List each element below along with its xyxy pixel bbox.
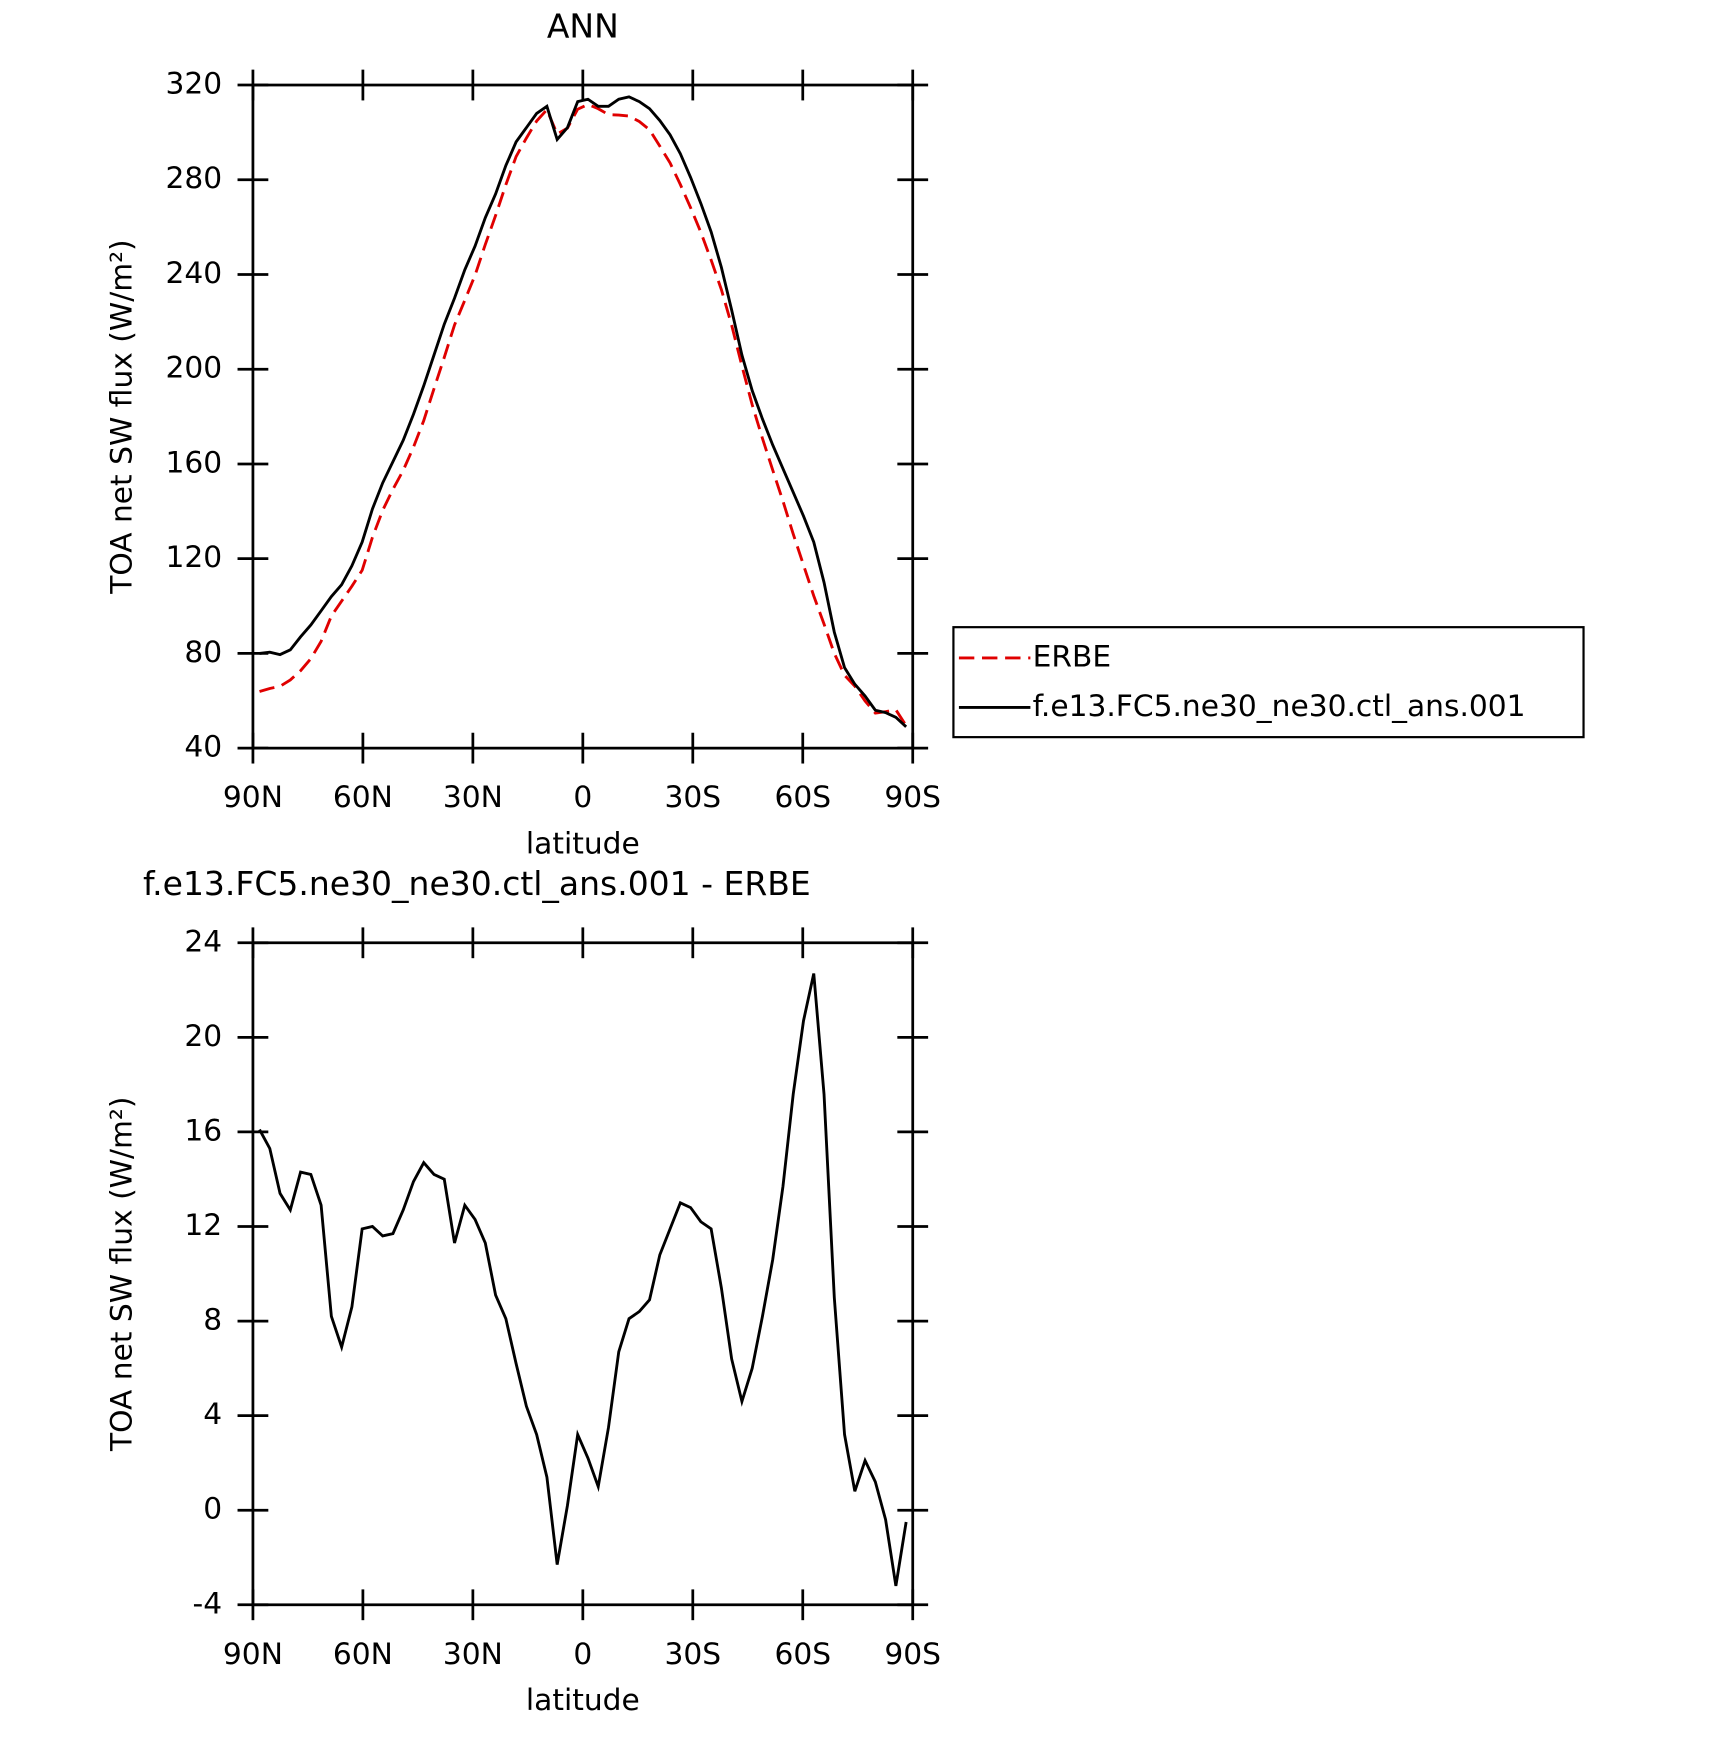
x-tick-label: 90S xyxy=(884,1637,941,1672)
x-tick-label: 0 xyxy=(573,1637,592,1672)
chart-title: f.e13.FC5.ne30_ne30.ctl_ans.001 - ERBE xyxy=(143,864,811,903)
y-tick-label: 4 xyxy=(203,1397,222,1432)
y-tick-label: 200 xyxy=(165,351,222,386)
legend-label: f.e13.FC5.ne30_ne30.ctl_ans.001 xyxy=(1033,689,1526,724)
y-tick-label: 40 xyxy=(184,730,222,765)
data-line xyxy=(259,102,908,727)
x-tick-label: 60S xyxy=(774,780,831,815)
legend-label: ERBE xyxy=(1033,639,1112,674)
x-tick-label: 30N xyxy=(443,1637,503,1672)
legend-box xyxy=(952,626,1585,739)
x-tick-label: 30S xyxy=(664,780,721,815)
x-tick-label: 90S xyxy=(884,780,941,815)
data-line xyxy=(258,973,908,1587)
y-tick-label: 320 xyxy=(165,67,222,102)
x-tick-label: 60S xyxy=(774,1637,831,1672)
x-tick-label: 90N xyxy=(223,780,283,815)
y-tick-label: 8 xyxy=(203,1303,222,1338)
y-tick-label: 280 xyxy=(165,161,222,196)
y-tick-label: 120 xyxy=(165,540,222,575)
y-tick-label: 12 xyxy=(184,1208,222,1243)
x-tick-label: 30N xyxy=(443,780,503,815)
x-axis-label: latitude xyxy=(526,1683,640,1718)
x-tick-label: 0 xyxy=(573,780,592,815)
y-axis-label: TOA net SW flux (W/m²) xyxy=(105,239,140,594)
y-tick-label: 160 xyxy=(165,445,222,480)
x-axis-label: latitude xyxy=(526,826,640,861)
plot-frame xyxy=(251,83,915,750)
x-tick-label: 30S xyxy=(664,1637,721,1672)
y-tick-label: 20 xyxy=(184,1019,222,1054)
y-axis-label: TOA net SW flux (W/m²) xyxy=(105,1097,140,1452)
x-tick-label: 90N xyxy=(223,1637,283,1672)
y-tick-label: 16 xyxy=(184,1113,222,1148)
data-line xyxy=(259,95,908,728)
y-tick-label: 0 xyxy=(203,1492,222,1527)
y-tick-label: 240 xyxy=(165,256,222,291)
plot-frame xyxy=(251,941,915,1607)
x-tick-label: 60N xyxy=(333,1637,393,1672)
y-tick-label: -4 xyxy=(193,1586,223,1621)
x-tick-label: 60N xyxy=(333,780,393,815)
chart-title: ANN xyxy=(547,6,619,45)
y-tick-label: 24 xyxy=(184,924,222,959)
y-tick-label: 80 xyxy=(184,635,222,670)
